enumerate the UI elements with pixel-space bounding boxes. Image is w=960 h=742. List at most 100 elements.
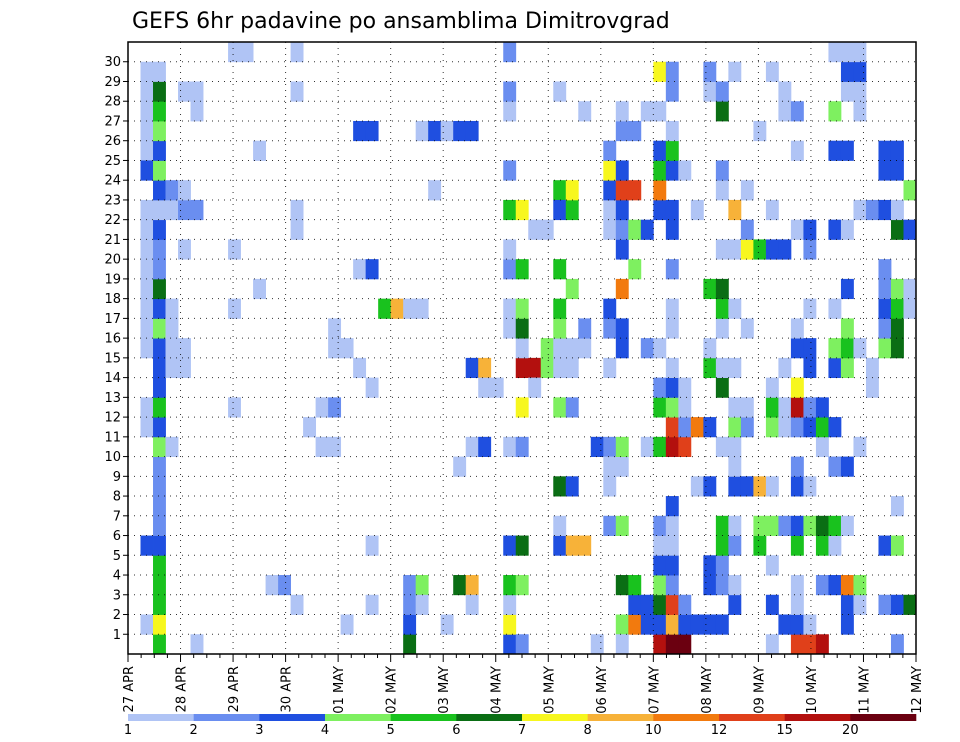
heatmap-cell	[515, 436, 529, 457]
heatmap-cell	[890, 160, 904, 181]
heatmap-cell	[653, 338, 667, 359]
heatmap-cell	[765, 555, 779, 576]
heatmap-cell	[153, 436, 166, 457]
heatmap-cell	[653, 535, 667, 556]
y-axis: 1234567891011121314151617181920212223242…	[104, 55, 128, 643]
heatmap-cell	[703, 575, 717, 596]
heatmap-cell	[790, 634, 804, 655]
y-tick-label: 5	[113, 549, 121, 564]
heatmap-cell	[615, 239, 629, 260]
heatmap-cell	[503, 634, 517, 655]
heatmap-cell	[565, 535, 579, 556]
heatmap-cell	[665, 496, 679, 517]
heatmap-cell	[515, 357, 529, 379]
heatmap-cell	[190, 634, 204, 655]
heatmap-cell	[465, 357, 479, 379]
y-tick-label: 14	[104, 371, 121, 386]
heatmap-cell	[728, 199, 742, 221]
legend-swatch	[128, 714, 194, 721]
heatmap-cell	[153, 278, 166, 300]
legend-label: 20	[842, 723, 859, 738]
heatmap-cell	[678, 614, 692, 635]
heatmap-cell	[878, 259, 892, 280]
heatmap-cell	[428, 120, 442, 142]
heatmap-cell	[153, 476, 166, 497]
heatmap-cell	[578, 101, 592, 122]
heatmap-cell	[790, 476, 804, 497]
heatmap-cell	[853, 199, 867, 221]
heatmap-cell	[153, 298, 166, 319]
heatmap-cell	[153, 456, 166, 477]
heatmap-cell	[890, 318, 904, 339]
heatmap-cell	[828, 298, 842, 319]
heatmap-cell	[515, 575, 529, 596]
y-tick-label: 24	[104, 174, 121, 189]
heatmap-cell	[790, 594, 804, 615]
heatmap-cell	[553, 535, 567, 556]
heatmap-cell	[715, 377, 729, 398]
heatmap-cell	[703, 61, 717, 82]
heatmap-cell	[840, 278, 854, 300]
heatmap-cell	[553, 318, 567, 339]
heatmap-cell	[653, 555, 667, 576]
heatmap-cell	[753, 535, 767, 556]
heatmap-cell	[815, 535, 829, 556]
y-tick-label: 1	[113, 628, 121, 643]
heatmap-cell	[140, 614, 154, 635]
heatmap-cell	[440, 120, 454, 142]
heatmap-cell	[653, 575, 667, 596]
heatmap-cell	[778, 357, 792, 379]
heatmap-cell	[728, 239, 742, 260]
heatmap-cell	[740, 417, 754, 438]
heatmap-cell	[828, 417, 842, 438]
heatmap-cell	[803, 634, 817, 655]
heatmap-cell	[153, 140, 166, 161]
legend-label: 5	[387, 723, 395, 738]
heatmap-cell	[628, 180, 642, 201]
heatmap-cell	[153, 219, 166, 240]
heatmap-cell	[703, 278, 717, 300]
y-tick-label: 11	[104, 430, 121, 445]
heatmap-cell	[515, 318, 529, 339]
heatmap-cell	[603, 318, 617, 339]
heatmap-cell	[353, 120, 367, 142]
heatmap-cell	[615, 575, 629, 596]
heatmap-cell	[853, 575, 867, 596]
heatmap-cell	[653, 180, 667, 201]
grid-lines	[127, 42, 917, 654]
heatmap-cell	[315, 436, 329, 457]
heatmap-cell	[653, 101, 667, 122]
heatmap-cell	[615, 338, 629, 359]
legend-label: 1	[124, 723, 132, 738]
heatmap-cell	[190, 199, 204, 221]
heatmap-cell	[140, 81, 154, 102]
heatmap-cell	[228, 397, 241, 418]
heatmap-cell	[153, 120, 166, 142]
heatmap-cell	[515, 397, 529, 418]
heatmap-cell	[503, 535, 517, 556]
heatmap-cell	[253, 140, 266, 161]
y-tick-label: 9	[113, 470, 121, 485]
heatmap-cell	[803, 614, 817, 635]
heatmap-cell	[765, 417, 779, 438]
y-tick-label: 21	[104, 233, 121, 248]
heatmap-cell	[728, 535, 742, 556]
heatmap-cell	[640, 614, 654, 635]
heatmap-cell	[603, 199, 617, 221]
heatmap-cell	[515, 259, 529, 280]
x-tick-label: 06 MAY	[595, 666, 610, 714]
heatmap-cell	[478, 357, 492, 379]
heatmap-cell	[228, 239, 241, 260]
heatmap-cell	[665, 535, 679, 556]
heatmap-cell	[840, 594, 854, 615]
heatmap-cell	[415, 594, 429, 615]
x-tick-label: 11 MAY	[857, 666, 872, 714]
heatmap-cell	[753, 120, 767, 142]
heatmap-cell	[640, 101, 654, 122]
heatmap-cell	[778, 239, 792, 260]
heatmap-cell	[603, 160, 617, 181]
heatmap-cell	[765, 476, 779, 497]
heatmap-cell	[615, 456, 629, 477]
legend-label: 3	[255, 723, 263, 738]
